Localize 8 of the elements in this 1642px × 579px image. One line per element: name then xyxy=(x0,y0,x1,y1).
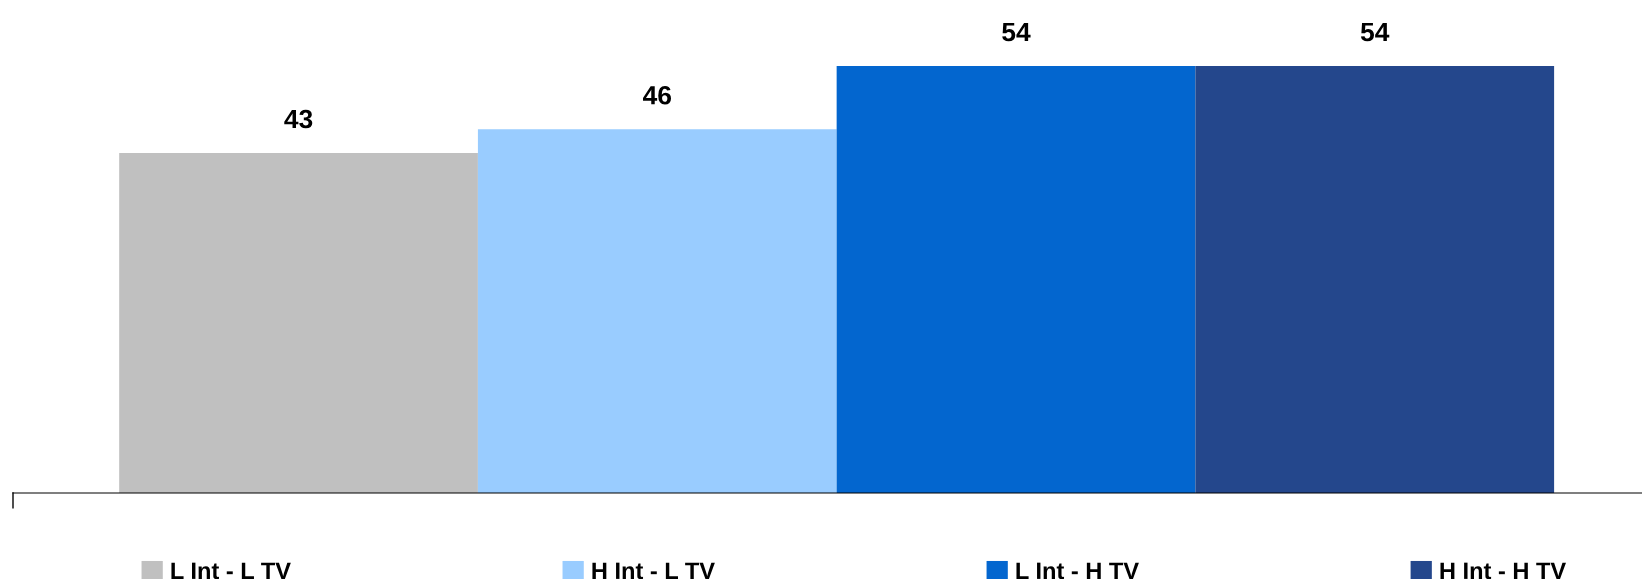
legend-label: L Int - L TV xyxy=(171,562,291,579)
legend-label: H Int - H TV xyxy=(1440,562,1566,579)
data-label: 54 xyxy=(1002,22,1031,42)
data-label: 43 xyxy=(284,109,313,129)
data-label: 46 xyxy=(643,85,672,105)
legend-label: H Int - L TV xyxy=(592,562,715,579)
legend-label: L Int - H TV xyxy=(1016,562,1139,579)
data-label: 54 xyxy=(1360,22,1390,42)
